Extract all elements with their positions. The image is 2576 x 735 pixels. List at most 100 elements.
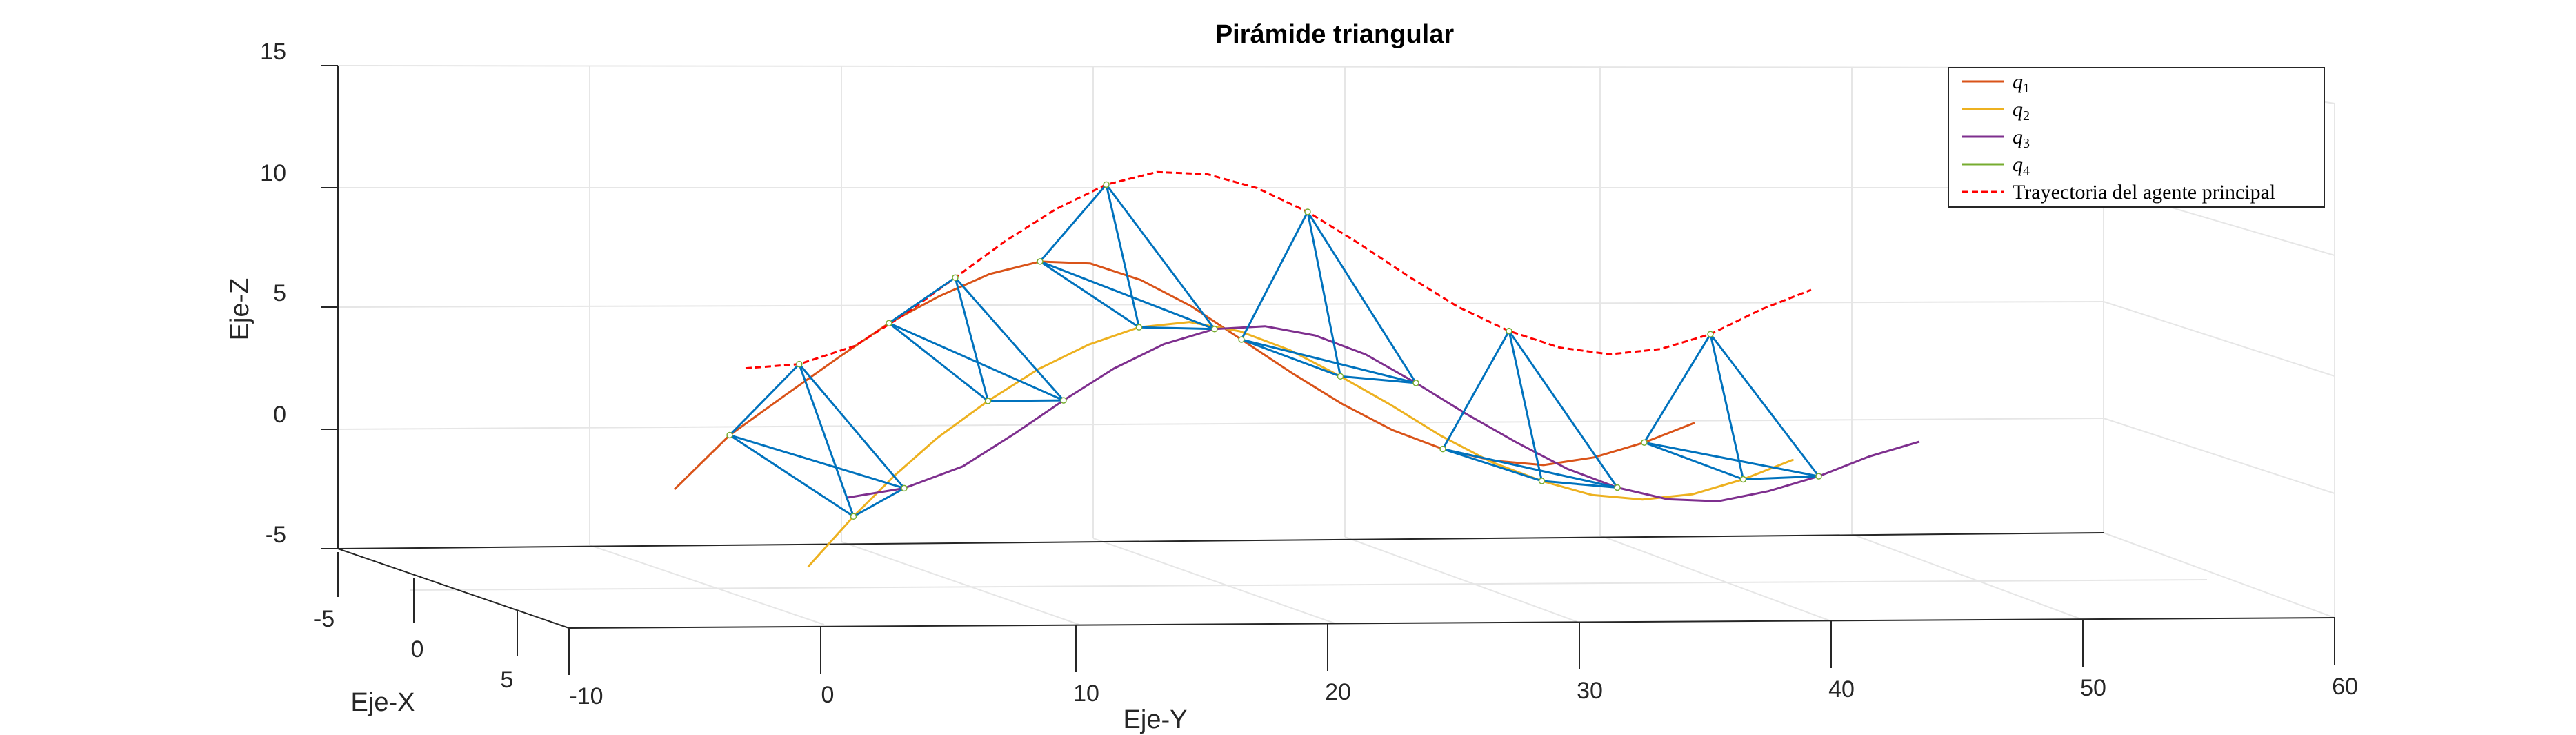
gridline-right-m5	[2103, 532, 2335, 618]
pyramid-edge	[888, 276, 956, 324]
gridline-right-5	[2103, 301, 2335, 377]
pyramid-edge	[1743, 475, 1819, 480]
pyramid-edge	[852, 487, 905, 518]
series-line-q2	[807, 321, 1795, 568]
x-tick-label: 0	[411, 636, 424, 663]
pyramid-vertex	[1815, 473, 1822, 480]
x-axis-back	[337, 532, 2104, 549]
pyramid-edge	[1340, 375, 1417, 384]
pyramid-edge	[1306, 211, 1417, 384]
y-tick-label: 30	[1577, 678, 1603, 704]
z-axis-label: Eje-Z	[226, 278, 254, 341]
pyramid-vertex	[1641, 439, 1648, 446]
y-tick-label: 60	[2332, 674, 2358, 700]
gridline-floor-y-50	[1851, 533, 2084, 620]
z-tick-label: 0	[273, 402, 286, 428]
x-axis-label: Eje-X	[351, 688, 415, 717]
gridline-floor-y-40	[1599, 535, 1832, 622]
pyramid-edge	[728, 363, 800, 436]
gridline-z-5	[337, 301, 2104, 308]
pyramid-edge	[1241, 338, 1341, 378]
pyramid-vertex	[1103, 181, 1110, 188]
pyramid-edge	[729, 434, 905, 489]
gridline-floor-y-20	[1092, 538, 1335, 624]
pyramid-edge	[954, 277, 989, 402]
x-axis	[337, 548, 570, 629]
series-layer	[673, 170, 1920, 568]
pyramid-vertex	[1238, 336, 1245, 343]
pyramid-frames	[726, 181, 1822, 520]
pyramid-edge	[1039, 260, 1215, 331]
pyramid-edge	[729, 434, 855, 518]
pyramid-vertex	[1060, 397, 1067, 404]
pyramid-edge	[1241, 338, 1417, 384]
pyramid-edge	[1643, 333, 1712, 443]
y-tick-label: 20	[1325, 679, 1351, 705]
gridline-right-0	[2103, 418, 2335, 494]
pyramid-edge	[1039, 260, 1140, 329]
gridline-floor-x-0	[410, 579, 2208, 591]
series-line-trajectory	[745, 170, 1812, 370]
y-axis	[568, 617, 2335, 629]
gridline-z-0	[337, 418, 2104, 430]
pyramid-vertex	[1614, 484, 1621, 491]
series-line-q3	[845, 325, 1920, 502]
pyramid-vertex	[1304, 208, 1311, 215]
pyramid-edge	[988, 399, 1064, 402]
pyramid-vertex	[1337, 373, 1344, 380]
pyramid-edge	[954, 277, 1065, 402]
x-tick-label: -5	[314, 606, 335, 632]
pyramid-edge	[1442, 448, 1542, 482]
pyramid-vertex	[1439, 445, 1446, 453]
y-axis-label: Eje-Y	[1124, 705, 1188, 734]
z-tick-label: 10	[260, 160, 286, 186]
z-tick-label: -5	[266, 522, 286, 548]
pyramid-edge	[888, 322, 989, 402]
pyramid-vertex	[886, 320, 892, 326]
legend-label-q3: q3	[2013, 126, 2030, 151]
gridline-z-15	[337, 65, 2104, 68]
pyramid-edge	[1441, 330, 1510, 450]
y-tick-label: 10	[1073, 680, 1099, 707]
x-tick-label: 5	[501, 667, 514, 693]
series-line-q1	[673, 260, 1695, 491]
pyramid-vertex	[726, 431, 733, 439]
pyramid-vertex	[850, 513, 857, 520]
gridline-floor-y-10	[841, 541, 1080, 625]
y-tick-label: -10	[569, 683, 603, 709]
y-tick-label: 0	[821, 682, 835, 708]
tick-marks	[321, 65, 2335, 675]
pyramid-edge	[1508, 331, 1543, 482]
pyramid-edge	[798, 363, 906, 489]
y-tick-label: 50	[2080, 675, 2106, 701]
pyramid-vertex	[1707, 331, 1714, 337]
chart-title: Pirámide triangular	[1215, 20, 1455, 49]
pyramid-vertex	[1538, 478, 1546, 484]
pyramid-vertex	[984, 398, 992, 404]
pyramid-edge	[1442, 448, 1618, 489]
pyramid-vertex	[1412, 380, 1419, 386]
pyramid-edge	[1240, 211, 1309, 340]
y-tick-label: 40	[1828, 676, 1855, 703]
legend-box	[1948, 67, 2325, 208]
legend: q1 q2 q3 q4 Trayectoria del agente princ…	[1948, 67, 2325, 208]
pyramid-vertex	[1135, 324, 1143, 331]
pyramid-vertex	[796, 360, 803, 368]
pyramid-edge	[1306, 211, 1341, 377]
pyramid-edge	[1709, 333, 1820, 478]
pyramid-edge	[1508, 330, 1619, 489]
pyramid-vertex	[1211, 326, 1218, 333]
pyramid-vertex	[952, 274, 959, 281]
tick-labels: 15 10 5 0 -5 -5 0 5 -10 0 10 20 30 40 50…	[260, 39, 2358, 709]
gridline-floor-y-0	[589, 545, 825, 625]
pyramid-edge	[798, 364, 855, 517]
pyramid-vertex	[1506, 327, 1512, 335]
pyramid-vertex	[1739, 476, 1747, 483]
gridline-floor-y-30	[1344, 536, 1580, 623]
pyramid-edge	[1644, 441, 1819, 478]
pyramid-edge	[1105, 184, 1140, 328]
legend-label-trajectory: Trayectoria del agente principal	[2013, 181, 2275, 204]
pyramid-edge	[888, 322, 1064, 402]
pyramid-vertex	[1037, 258, 1044, 265]
